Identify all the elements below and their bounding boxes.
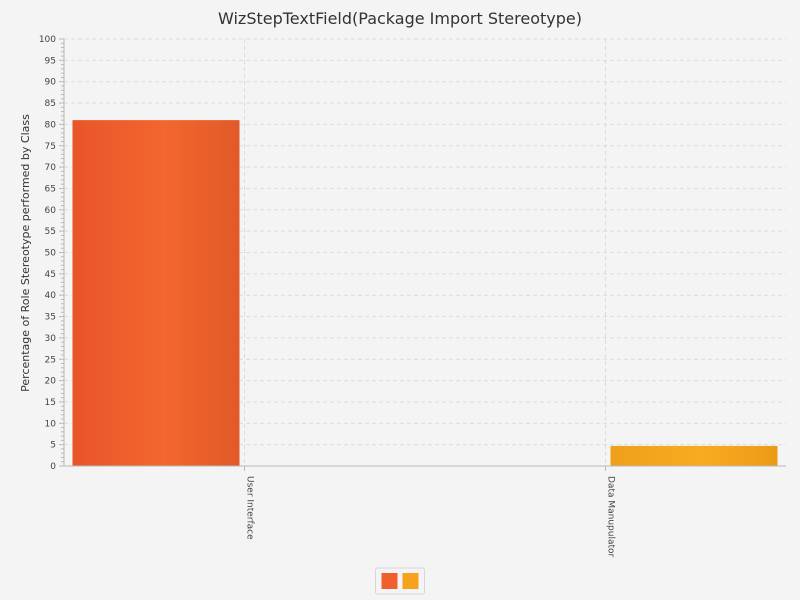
y-tick-label: 50 xyxy=(45,249,57,259)
y-tick-label: 90 xyxy=(45,78,57,88)
y-tick-label: 30 xyxy=(45,334,57,344)
legend[interactable] xyxy=(375,567,425,595)
y-tick-label: 85 xyxy=(45,99,56,109)
y-axis-label: Percentage of Role Stereotype performed … xyxy=(19,114,32,392)
bars xyxy=(72,120,778,466)
y-tick-label: 5 xyxy=(50,441,56,451)
y-tick-label: 55 xyxy=(45,227,56,237)
y-tick-label: 10 xyxy=(45,419,57,429)
y-tick-label: 0 xyxy=(50,462,56,472)
y-tick-label: 95 xyxy=(45,56,56,66)
y-tick-label: 40 xyxy=(45,291,57,301)
y-tick-label: 100 xyxy=(39,35,56,45)
y-tick-label: 35 xyxy=(45,313,56,323)
y-tick-label: 65 xyxy=(45,184,56,194)
legend-swatch[interactable] xyxy=(381,573,398,589)
y-tick-label: 25 xyxy=(45,355,56,365)
y-tick-label: 15 xyxy=(45,398,56,408)
y-tick-label: 20 xyxy=(45,377,57,387)
x-tick-label: User Interface xyxy=(245,476,255,540)
y-ticks: 0 5 10 15 20 25 30 35 40 45 50 55 60 65 70 75 80 85 90 95 10… xyxy=(39,35,64,472)
y-tick-label: 60 xyxy=(45,206,57,216)
chart-title: WizStepTextField(Package Import Stereoty… xyxy=(218,9,582,28)
bar[interactable] xyxy=(610,445,778,466)
y-tick-label: 45 xyxy=(45,270,56,280)
y-tick-label: 75 xyxy=(45,142,56,152)
legend-swatch[interactable] xyxy=(402,573,419,589)
x-tick-labels: User Interface Data Manupulator xyxy=(244,466,616,558)
y-tick-label: 80 xyxy=(45,120,57,130)
y-tick-label: 70 xyxy=(45,163,57,173)
bar[interactable] xyxy=(72,120,240,466)
x-tick-label: Data Manupulator xyxy=(606,476,616,558)
